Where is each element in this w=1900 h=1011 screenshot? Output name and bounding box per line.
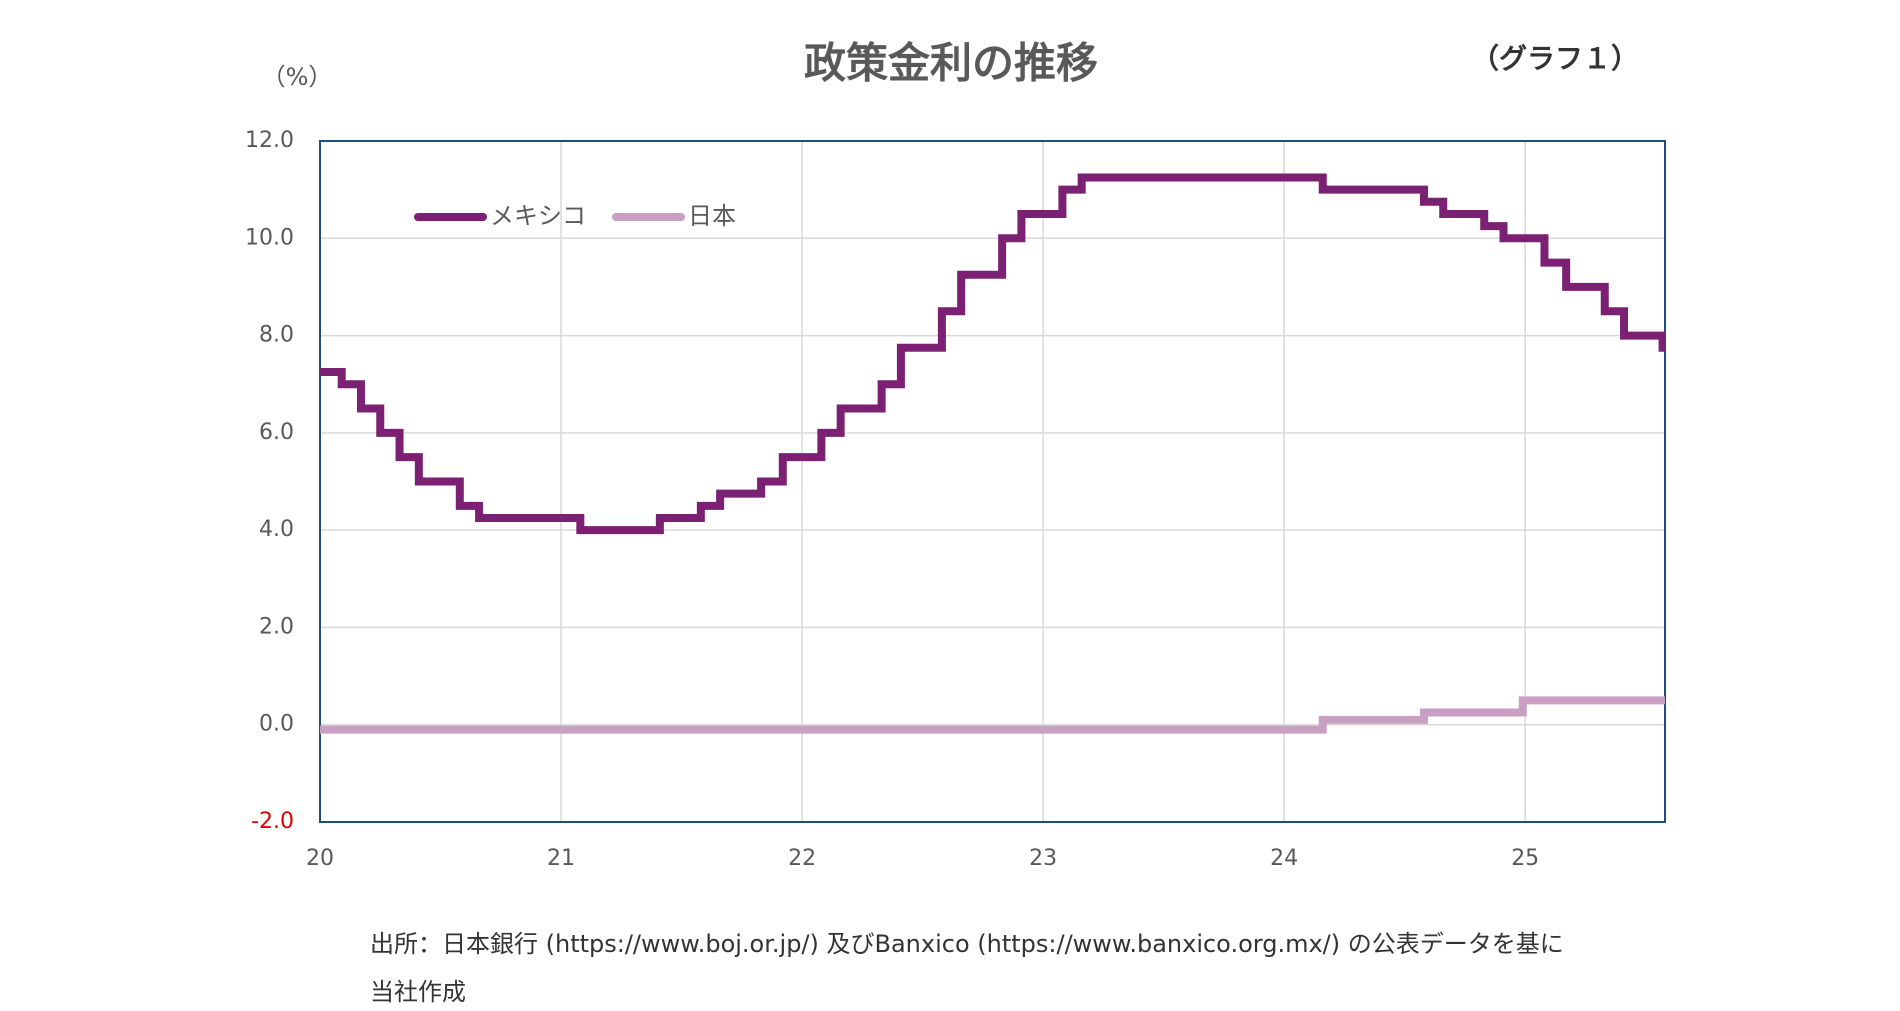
chart-tag: （グラフ１） [1471,42,1639,75]
y-tick-label: 6.0 [259,420,294,445]
legend-label: 日本 [688,202,736,230]
y-tick-label: 8.0 [259,323,294,348]
x-tick-label: 25 [1511,846,1539,871]
source-note: 出所：日本銀行 (https://www.boj.or.jp/) 及びBanxi… [370,930,1564,958]
chart-title: 政策金利の推移 [804,39,1098,88]
y-tick-label: -2.0 [251,809,294,834]
y-tick-label: 2.0 [259,614,294,639]
y-tick-label: 0.0 [259,712,294,737]
series-line [320,696,1665,734]
x-tick-label: 21 [547,846,575,871]
plot-border [319,140,1666,823]
y-tick-label: 12.0 [245,128,294,153]
y-axis-label: （%） [262,63,333,91]
y-tick-label: 10.0 [245,225,294,250]
x-tick-label: 23 [1029,846,1057,871]
source-note: 当社作成 [370,978,466,1006]
y-tick-label: 4.0 [259,517,294,542]
legend-label: メキシコ [490,202,586,230]
x-tick-label: 22 [788,846,816,871]
x-tick-label: 20 [306,846,334,871]
x-tick-label: 24 [1270,846,1298,871]
series-line [320,173,1665,535]
